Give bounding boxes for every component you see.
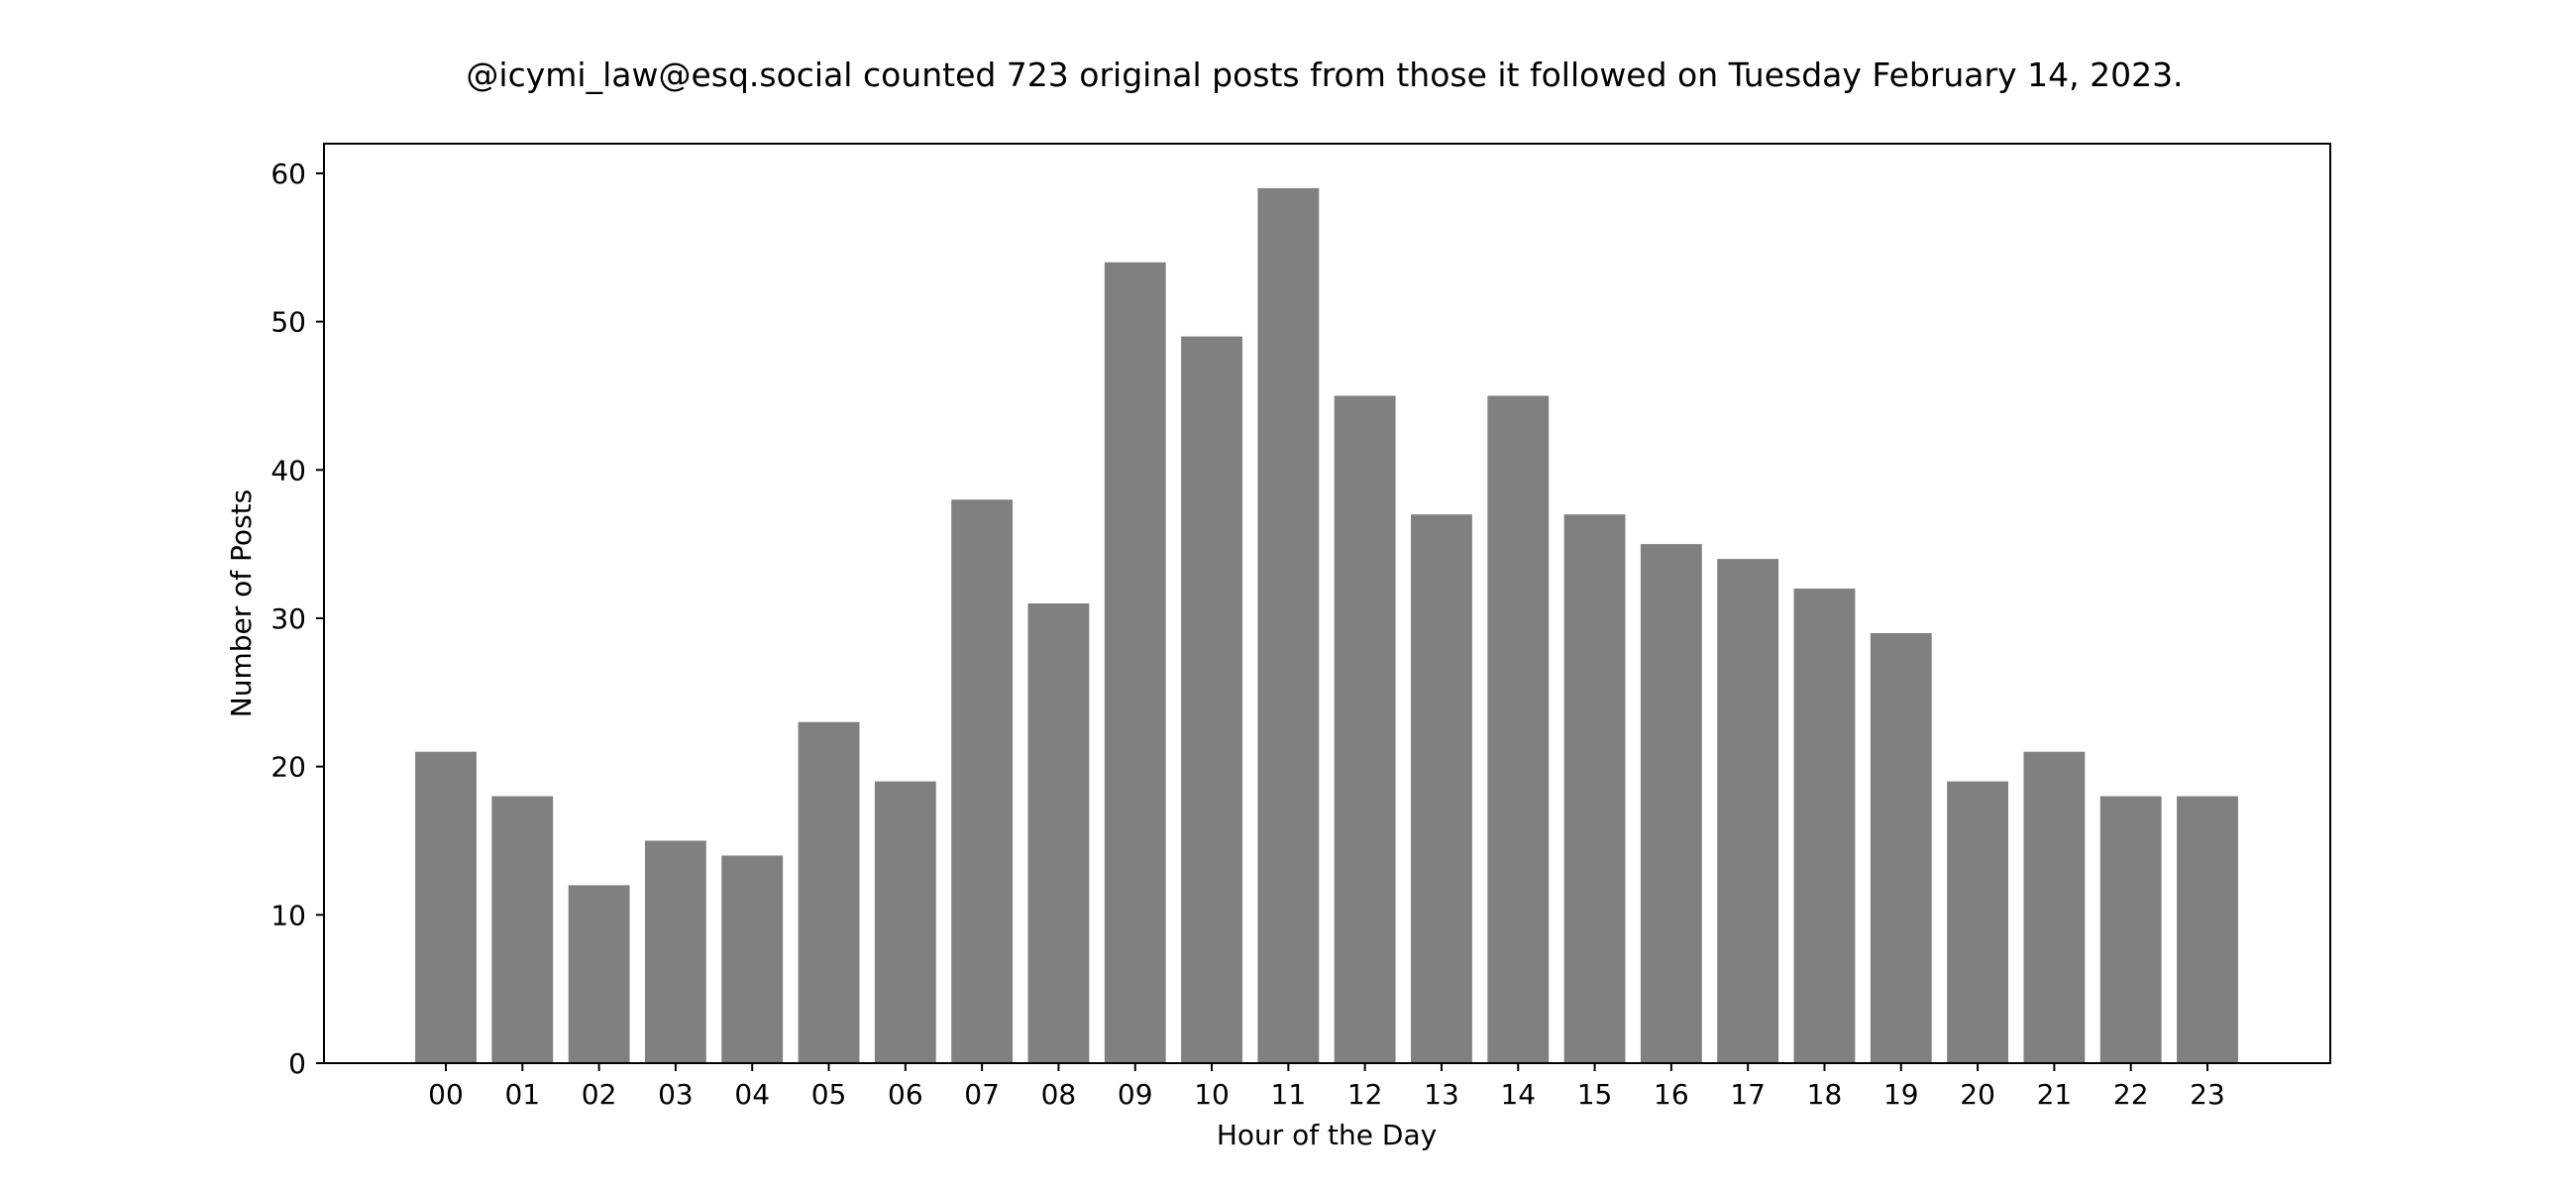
x-tick-label: 04 [734, 1078, 770, 1111]
y-axis-ticks: 0 10 20 30 40 50 60 [270, 158, 324, 1080]
bar-hour-21 [2023, 751, 2086, 1063]
x-tick-label: 22 [2113, 1078, 2149, 1111]
x-tick-label: 13 [1424, 1078, 1459, 1111]
x-tick-label: 01 [504, 1078, 540, 1111]
x-tick-label: 23 [2190, 1078, 2225, 1111]
bar-hour-03 [644, 840, 706, 1063]
chart-title: @icymi_law@esq.social counted 723 origin… [466, 55, 2183, 94]
x-tick-label: 14 [1500, 1078, 1536, 1111]
bar-hour-08 [1027, 603, 1090, 1063]
x-tick-label: 18 [1807, 1078, 1843, 1111]
x-tick-label: 07 [964, 1078, 1000, 1111]
bar-hour-05 [798, 721, 860, 1063]
bar-hour-00 [415, 751, 477, 1063]
bar-hour-20 [1947, 781, 2009, 1063]
bar-hour-01 [491, 796, 554, 1063]
y-tick-label: 20 [270, 751, 306, 784]
bars-group [415, 187, 2238, 1064]
y-tick-label: 30 [270, 602, 306, 635]
bar-hour-17 [1717, 559, 1779, 1063]
y-axis-label: Number of Posts [225, 489, 258, 717]
bar-hour-04 [721, 855, 784, 1063]
x-axis-ticks: 00 01 02 03 04 05 06 07 08 09 10 11 12 13 14 15 16 17 18 19… [428, 1063, 2225, 1111]
y-tick-label: 50 [270, 306, 306, 339]
x-tick-label: 09 [1118, 1078, 1153, 1111]
y-tick-label: 40 [270, 454, 306, 486]
x-tick-label: 15 [1577, 1078, 1613, 1111]
x-tick-label: 21 [2037, 1078, 2073, 1111]
x-tick-label: 05 [811, 1078, 847, 1111]
x-tick-label: 17 [1730, 1078, 1766, 1111]
x-tick-label: 08 [1041, 1078, 1077, 1111]
x-tick-label: 00 [428, 1078, 464, 1111]
bar-hour-15 [1563, 514, 1626, 1063]
bar-hour-23 [2177, 796, 2238, 1063]
x-axis-label: Hour of the Day [1217, 1119, 1437, 1151]
bar-hour-19 [1870, 632, 1932, 1063]
x-tick-label: 16 [1654, 1078, 1689, 1111]
x-tick-label: 19 [1883, 1078, 1919, 1111]
x-tick-label: 11 [1271, 1078, 1307, 1111]
bar-hour-07 [951, 499, 1014, 1064]
x-tick-label: 06 [888, 1078, 923, 1111]
bar-hour-02 [568, 885, 630, 1063]
bar-hour-18 [1793, 589, 1856, 1063]
bar-hour-14 [1487, 395, 1550, 1063]
bar-hour-13 [1411, 514, 1472, 1063]
bar-hour-22 [2099, 796, 2162, 1063]
y-tick-label: 10 [270, 899, 306, 931]
bar-hour-16 [1640, 544, 1702, 1063]
bar-hour-06 [874, 781, 936, 1063]
x-tick-label: 10 [1194, 1078, 1230, 1111]
x-tick-label: 03 [658, 1078, 694, 1111]
plot-frame [323, 143, 2331, 1064]
bar-hour-10 [1181, 336, 1242, 1064]
bar-hour-12 [1334, 395, 1396, 1063]
bar-hour-11 [1257, 187, 1320, 1063]
x-tick-label: 12 [1347, 1078, 1383, 1111]
y-tick-label: 60 [270, 158, 306, 190]
y-tick-label: 0 [288, 1047, 306, 1080]
bar-hour-09 [1104, 262, 1166, 1063]
x-tick-label: 02 [582, 1078, 617, 1111]
x-tick-label: 20 [1960, 1078, 1995, 1111]
